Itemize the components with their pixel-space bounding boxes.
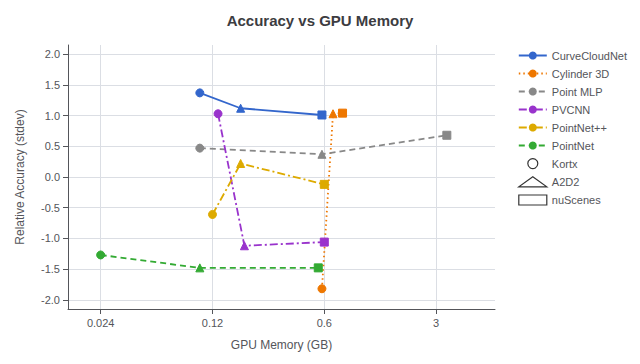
svg-text:Accuracy vs GPU Memory: Accuracy vs GPU Memory [227, 12, 414, 29]
svg-text:1.0: 1.0 [45, 110, 60, 122]
svg-text:0.5: 0.5 [45, 140, 60, 152]
svg-text:CurveCloudNet: CurveCloudNet [552, 50, 627, 62]
svg-text:-0.5: -0.5 [41, 202, 60, 214]
svg-text:0.0: 0.0 [45, 171, 60, 183]
svg-text:2.0: 2.0 [45, 48, 60, 60]
svg-text:-1.5: -1.5 [41, 263, 60, 275]
svg-text:Point MLP: Point MLP [552, 86, 603, 98]
svg-text:0.024: 0.024 [87, 317, 115, 329]
svg-text:A2D2: A2D2 [552, 176, 580, 188]
svg-text:PointNet: PointNet [552, 140, 594, 152]
svg-text:Kortx: Kortx [552, 158, 578, 170]
svg-text:GPU Memory (GB): GPU Memory (GB) [231, 338, 332, 352]
svg-text:-2.0: -2.0 [41, 294, 60, 306]
svg-text:PointNet++: PointNet++ [552, 122, 607, 134]
svg-text:PVCNN: PVCNN [552, 104, 591, 116]
svg-text:0.6: 0.6 [317, 317, 332, 329]
svg-text:Relative Accuracy (stdev): Relative Accuracy (stdev) [13, 109, 27, 244]
svg-text:-1.0: -1.0 [41, 232, 60, 244]
svg-text:3: 3 [433, 317, 439, 329]
svg-text:nuScenes: nuScenes [552, 194, 601, 206]
svg-text:1.5: 1.5 [45, 79, 60, 91]
svg-text:Cylinder 3D: Cylinder 3D [552, 68, 610, 80]
svg-text:0.12: 0.12 [202, 317, 223, 329]
